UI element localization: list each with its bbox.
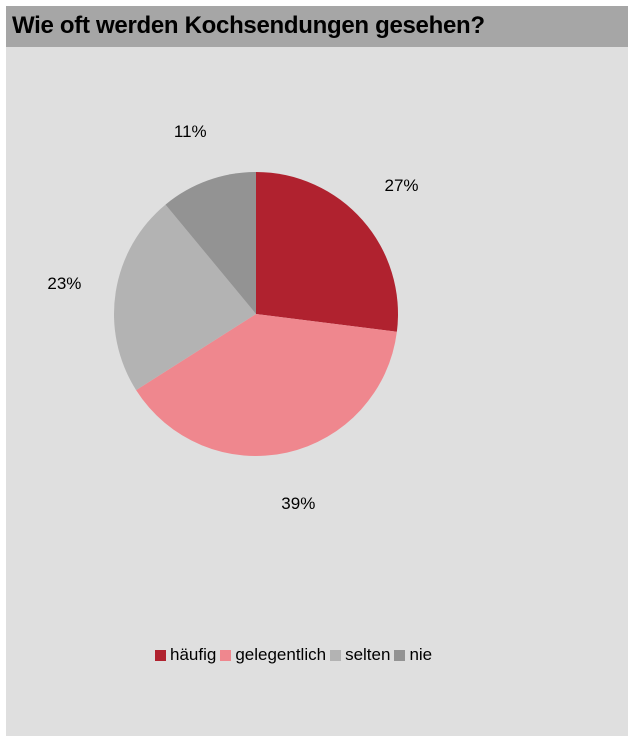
slice-label-1: 39% <box>281 494 315 513</box>
pie-slice-2 <box>113 204 256 391</box>
pie-slice-1 <box>136 314 397 456</box>
legend-swatch-3 <box>394 649 406 661</box>
legend: häufig gelegentlich selten nie <box>155 645 436 665</box>
pie-chart: 27% 39% 23% 11% <box>47 122 419 513</box>
legend-label-0: häufig <box>170 645 217 664</box>
title-bar: Wie oft werden Kochsendungen gesehen? <box>6 6 628 47</box>
legend-label-2: selten <box>345 645 391 664</box>
legend-swatch-0 <box>155 649 166 661</box>
legend-swatch-1 <box>220 649 232 661</box>
legend-label-1: gelegentlich <box>235 645 327 664</box>
legend-item-1: gelegentlich <box>220 645 326 665</box>
pie-slice-3 <box>165 172 256 314</box>
pie-slice-0 <box>256 172 398 332</box>
legend-swatch-2 <box>330 649 342 661</box>
legend-item-2: selten <box>330 645 390 665</box>
chart-title: Wie oft werden Kochsendungen gesehen? <box>12 12 485 39</box>
chart-frame: Wie oft werden Kochsendungen gesehen? 27… <box>6 6 628 736</box>
legend-item-3: nie <box>394 645 432 665</box>
legend-item-0: häufig <box>155 645 216 665</box>
slice-label-3: 11% <box>174 122 207 141</box>
slice-label-2: 23% <box>47 274 81 293</box>
legend-label-3: nie <box>409 645 433 664</box>
slice-label-0: 27% <box>385 176 419 195</box>
